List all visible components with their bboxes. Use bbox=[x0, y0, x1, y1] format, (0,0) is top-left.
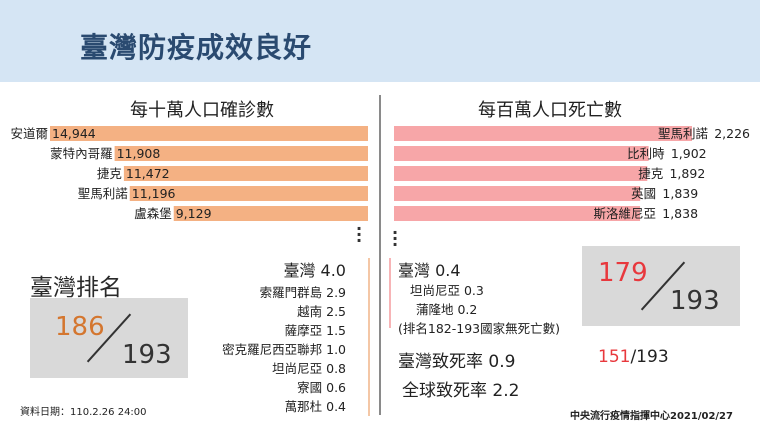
right-bar-category: 英國 bbox=[631, 186, 656, 201]
fatality-rank-total: /193 bbox=[630, 347, 669, 367]
right-list-item: 坦尚尼亞 0.3 bbox=[410, 283, 484, 298]
left-section-title: 每十萬人口確診數 bbox=[130, 100, 274, 121]
right-rank-number: 179 bbox=[598, 258, 648, 288]
right-list-line bbox=[389, 258, 391, 328]
right-bar bbox=[394, 146, 649, 161]
right-bar-category: 比利時 bbox=[627, 146, 665, 161]
page-title: 臺灣防疫成效良好 bbox=[80, 31, 313, 64]
left-bar-category: 蒙特內哥羅 bbox=[50, 146, 113, 161]
right-rank-total: 193 bbox=[670, 286, 720, 316]
right-section-title: 每百萬人口死亡數 bbox=[478, 100, 622, 121]
left-rank-number: 186 bbox=[55, 312, 105, 342]
left-ellipsis: · · · bbox=[356, 219, 363, 250]
global-fatality-rate: 全球致死率 2.2 bbox=[402, 381, 520, 401]
right-taiwan-value: 臺灣 0.4 bbox=[398, 261, 461, 280]
left-bar-value: 11,472 bbox=[126, 166, 170, 181]
right-bar bbox=[394, 166, 648, 181]
left-bar bbox=[114, 146, 368, 161]
left-list-item: 索羅門群島 2.9 bbox=[259, 285, 346, 300]
left-bar-value: 9,129 bbox=[176, 206, 212, 221]
left-list-item: 寮國 0.6 bbox=[297, 380, 346, 395]
left-bar bbox=[129, 186, 368, 201]
left-bar-value: 11,196 bbox=[132, 186, 176, 201]
center-divider bbox=[379, 95, 381, 415]
left-list-item: 越南 2.5 bbox=[297, 304, 346, 319]
left-list-item: 萬那杜 0.4 bbox=[284, 399, 346, 414]
left-rank-total: 193 bbox=[122, 340, 172, 370]
left-bar-category: 安道爾 bbox=[10, 126, 48, 141]
left-bar-category: 盧森堡 bbox=[134, 206, 172, 221]
source-label: 中央流行疫情指揮中心2021/02/27 bbox=[570, 411, 733, 422]
taiwan-fatality-rate: 臺灣致死率 0.9 bbox=[398, 352, 516, 372]
left-bar-value: 11,908 bbox=[117, 146, 161, 161]
right-bar-category: 聖馬利諾 bbox=[658, 126, 708, 141]
right-bar-value: 2,226 bbox=[714, 126, 750, 141]
fatality-rank: 151/193 bbox=[598, 347, 669, 367]
left-bar bbox=[123, 166, 368, 181]
right-bar-value: 1,902 bbox=[671, 146, 707, 161]
left-bar-category: 聖馬利諾 bbox=[78, 186, 128, 201]
right-bar bbox=[394, 206, 641, 221]
left-bar bbox=[50, 126, 368, 141]
left-list-line bbox=[368, 258, 370, 416]
right-bar-category: 斯洛維尼亞 bbox=[594, 206, 657, 221]
right-bar-category: 捷克 bbox=[638, 166, 663, 181]
left-bar-value: 14,944 bbox=[52, 126, 96, 141]
right-bar bbox=[394, 186, 641, 201]
header-banner: 臺灣防疫成效良好 bbox=[0, 0, 760, 82]
right-bar-value: 1,892 bbox=[669, 166, 705, 181]
fatality-rank-number: 151 bbox=[598, 347, 631, 367]
left-list-item: 密克羅尼西亞聯邦 1.0 bbox=[222, 342, 346, 357]
right-bar-value: 1,839 bbox=[662, 186, 698, 201]
right-list-item: 蒲隆地 0.2 bbox=[416, 302, 478, 317]
left-bar bbox=[173, 206, 368, 221]
right-rank-box: 179 193 bbox=[582, 246, 740, 326]
data-date: 資料日期：110.2.26 24:00 bbox=[20, 407, 147, 418]
left-list-item: 坦尚尼亞 0.8 bbox=[272, 361, 346, 376]
right-bar-value: 1,838 bbox=[662, 206, 698, 221]
left-list-item: 薩摩亞 1.5 bbox=[284, 323, 346, 338]
right-bar bbox=[394, 126, 692, 141]
taiwan-rank-label: 臺灣排名 bbox=[30, 275, 122, 301]
right-ellipsis: · · · bbox=[392, 223, 399, 254]
left-bar-category: 捷克 bbox=[97, 166, 122, 181]
left-taiwan-value: 臺灣 4.0 bbox=[283, 261, 346, 280]
left-rank-box: 186 193 bbox=[30, 298, 188, 378]
right-list-item: (排名182-193國家無死亡數) bbox=[398, 321, 560, 336]
